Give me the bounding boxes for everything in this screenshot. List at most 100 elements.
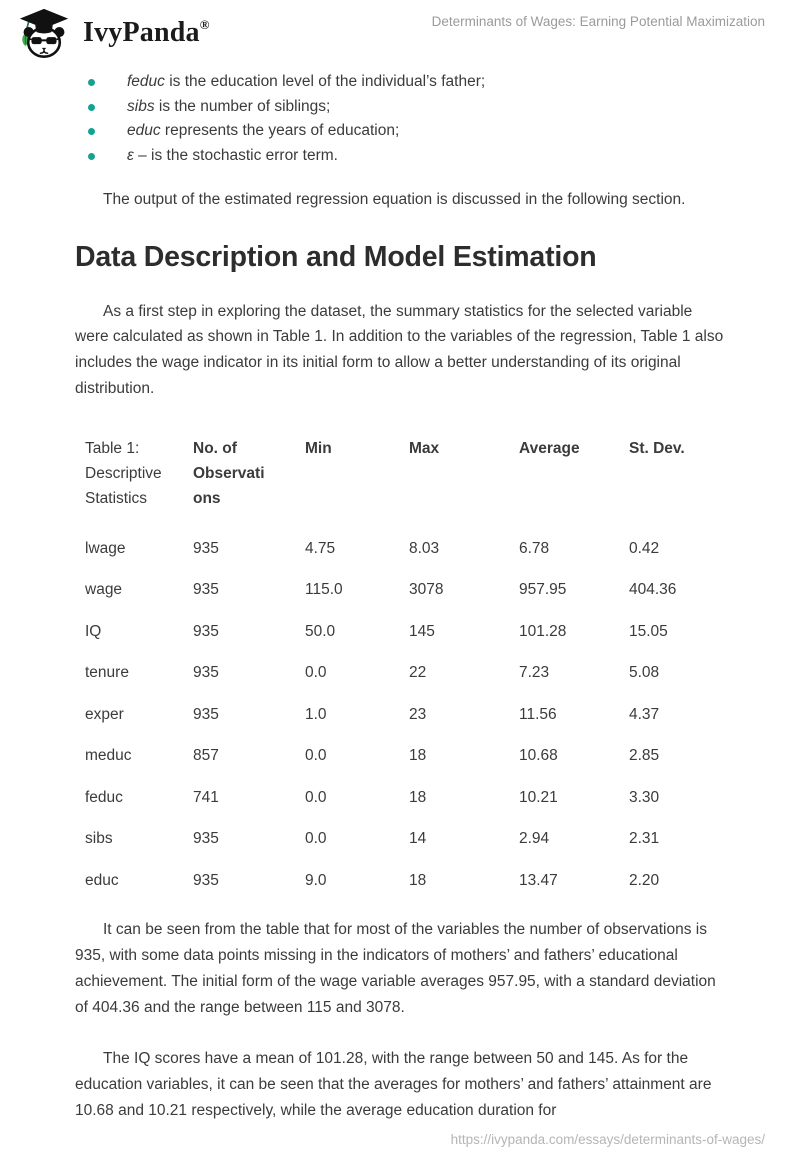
- section-heading: Data Description and Model Estimation: [75, 240, 597, 273]
- row-label: exper: [85, 705, 124, 723]
- cell: 115.0: [305, 581, 343, 599]
- cell: 3078: [409, 581, 444, 599]
- list-item: ε – is the stochastic error term.: [75, 144, 725, 169]
- variable-name: ε: [127, 147, 134, 165]
- variable-definition: is the education level of the individual…: [164, 73, 486, 90]
- variable-definition-list: feduc is the education level of the indi…: [75, 70, 725, 169]
- row-label: tenure: [85, 664, 129, 682]
- cell: 3.30: [629, 788, 660, 806]
- page-header: IvyPanda® Determinants of Wages: Earning…: [0, 0, 800, 58]
- column-header: Average: [519, 439, 580, 457]
- bullet-icon: [88, 153, 95, 161]
- cell: 9.0: [305, 871, 327, 889]
- variable-name: sibs: [127, 97, 155, 115]
- list-item: feduc is the education level of the indi…: [75, 70, 725, 95]
- cell: 50.0: [305, 622, 336, 640]
- table-row: educ 935 9.0 18 13.47 2.20: [85, 860, 727, 902]
- row-label: meduc: [85, 747, 132, 765]
- cell: 145: [409, 622, 435, 640]
- cell: 18: [409, 871, 427, 889]
- running-head-title: Determinants of Wages: Earning Potential…: [431, 14, 765, 29]
- cell: 11.56: [519, 705, 557, 723]
- cell: 8.03: [409, 539, 440, 557]
- table-header-row: Table 1: Descriptive Statistics No. of O…: [85, 428, 727, 528]
- cell: 0.0: [305, 664, 327, 682]
- row-label: feduc: [85, 788, 123, 806]
- cell: 4.75: [305, 539, 336, 557]
- row-label: IQ: [85, 622, 102, 640]
- cell: 2.94: [519, 830, 550, 848]
- table-row: meduc 857 0.0 18 10.68 2.85: [85, 735, 727, 777]
- cell: 4.37: [629, 705, 660, 723]
- table-row: feduc 741 0.0 18 10.21 3.30: [85, 777, 727, 819]
- cell: 18: [409, 747, 427, 765]
- cell: 741: [193, 788, 219, 806]
- cell: 5.08: [629, 664, 660, 682]
- row-label: educ: [85, 871, 119, 889]
- cell: 101.28: [519, 622, 567, 640]
- variable-name: educ: [127, 122, 161, 140]
- cell: 935: [193, 871, 219, 889]
- cell: 10.68: [519, 747, 558, 765]
- variable-definition: represents the years of education;: [160, 122, 400, 140]
- paragraph: The output of the estimated regression e…: [103, 190, 686, 208]
- cell: 1.0: [305, 705, 327, 723]
- paragraph: It can be seen from the table that for m…: [75, 921, 716, 1016]
- table-row: exper 935 1.0 23 11.56 4.37: [85, 694, 727, 736]
- cell: 18: [409, 788, 427, 806]
- bullet-icon: [88, 128, 95, 136]
- page-footer: https://ivypanda.com/essays/determinants…: [451, 1132, 765, 1147]
- list-item: sibs is the number of siblings;: [75, 95, 725, 120]
- row-label: lwage: [85, 539, 126, 557]
- cell: 2.31: [629, 830, 660, 848]
- table-row: lwage 935 4.75 8.03 6.78 0.42: [85, 528, 727, 570]
- column-header: No. of Observations: [193, 439, 265, 507]
- cell: 935: [193, 664, 219, 682]
- row-label: sibs: [85, 830, 113, 848]
- cell: 2.20: [629, 871, 660, 889]
- table-row: wage 935 115.0 3078 957.95 404.36: [85, 569, 727, 611]
- paragraph: As a first step in exploring the dataset…: [75, 302, 724, 397]
- cell: 935: [193, 705, 219, 723]
- variable-definition: is the number of siblings;: [154, 97, 331, 115]
- registered-mark: ®: [199, 17, 210, 32]
- variable-name: feduc: [127, 73, 165, 90]
- column-header: Max: [409, 439, 440, 457]
- cell: 935: [193, 622, 219, 640]
- list-item: educ represents the years of education;: [75, 119, 725, 144]
- cell: 13.47: [519, 871, 558, 889]
- logo-wordmark: IvyPanda®: [83, 17, 210, 48]
- paragraph: The IQ scores have a mean of 101.28, wit…: [75, 1050, 712, 1120]
- cell: 6.78: [519, 539, 550, 557]
- table-row: IQ 935 50.0 145 101.28 15.05: [85, 611, 727, 653]
- table-row: sibs 935 0.0 14 2.94 2.31: [85, 818, 727, 860]
- cell: 23: [409, 705, 427, 723]
- panda-graduate-icon: [13, 7, 75, 59]
- cell: 0.0: [305, 747, 327, 765]
- column-header: St. Dev.: [629, 439, 685, 457]
- variable-definition: – is the stochastic error term.: [133, 147, 338, 165]
- descriptive-statistics-table: Table 1: Descriptive Statistics No. of O…: [85, 428, 727, 902]
- cell: 2.85: [629, 747, 660, 765]
- bullet-icon: [88, 79, 95, 86]
- cell: 957.95: [519, 581, 567, 599]
- table-row: tenure 935 0.0 22 7.23 5.08: [85, 652, 727, 694]
- source-url: https://ivypanda.com/essays/determinants…: [450, 1132, 765, 1147]
- ivypanda-logo: IvyPanda®: [13, 7, 210, 59]
- table-title-cell: Table 1: Descriptive Statistics: [85, 439, 162, 507]
- column-header: Min: [305, 439, 332, 457]
- cell: 14: [409, 830, 427, 848]
- row-label: wage: [85, 581, 123, 599]
- cell: 0.42: [629, 539, 660, 557]
- bullet-icon: [88, 103, 95, 111]
- cell: 0.0: [305, 788, 327, 806]
- document-body: feduc is the education level of the indi…: [75, 70, 725, 1124]
- cell: 857: [193, 747, 219, 765]
- cell: 935: [193, 581, 219, 599]
- cell: 935: [193, 830, 219, 848]
- cell: 15.05: [629, 622, 668, 640]
- cell: 935: [193, 539, 219, 557]
- cell: 10.21: [519, 788, 558, 806]
- cell: 404.36: [629, 581, 677, 599]
